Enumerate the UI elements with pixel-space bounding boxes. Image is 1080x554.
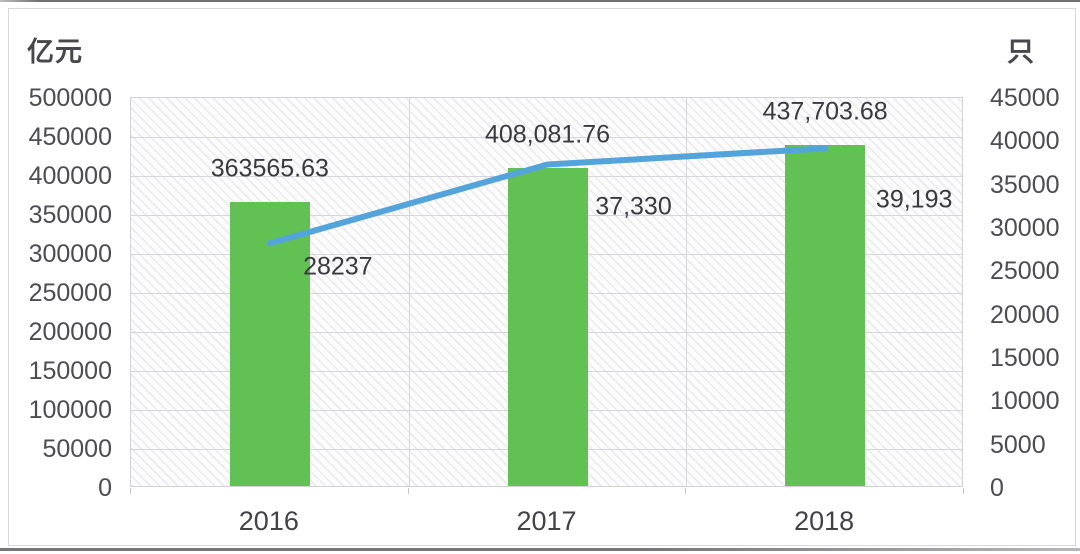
right-axis-tick-label: 40000 — [990, 127, 1060, 156]
left-axis-tick-label: 350000 — [28, 201, 112, 229]
gridline-horizontal — [131, 137, 962, 138]
left-axis-tick-label: 50000 — [42, 435, 112, 463]
right-axis-tick-label: 15000 — [990, 344, 1060, 372]
right-axis-tick-label: 5000 — [990, 430, 1046, 459]
screen-bottom-edge-line — [0, 548, 1080, 551]
bar-2018 — [785, 144, 866, 486]
left-axis-tick-label: 250000 — [28, 279, 112, 307]
bar-value-label: 363565.63 — [210, 154, 329, 183]
left-axis-tick-label: 150000 — [28, 357, 112, 385]
gridline-vertical — [686, 98, 688, 486]
left-axis-tick-label: 200000 — [28, 318, 112, 346]
right-axis-tick-label: 25000 — [990, 257, 1060, 286]
x-axis-label-2016: 2016 — [238, 506, 299, 536]
right-axis-tick-label: 45000 — [990, 84, 1060, 112]
line-value-label: 39,193 — [875, 185, 953, 214]
right-axis-tick-label: 20000 — [990, 300, 1060, 329]
bar-value-label: 408,081.76 — [484, 120, 611, 149]
x-axis-label-2017: 2017 — [516, 506, 577, 536]
line-value-label: 28237 — [303, 252, 373, 281]
left-axis-tick-label: 100000 — [28, 396, 112, 424]
plot-area: 363565.63 408,081.76 437,703.68 28237 37,330… — [130, 97, 963, 487]
right-axis-tick-label: 10000 — [990, 387, 1060, 416]
gridline-vertical — [408, 98, 410, 486]
x-axis-tick-mark — [130, 488, 131, 494]
bar-value-label: 437,703.68 — [762, 97, 888, 126]
left-axis-unit-label: 亿元 — [27, 37, 83, 67]
right-axis-tick-label: 30000 — [990, 214, 1060, 242]
x-axis-tick-mark — [407, 488, 409, 494]
x-axis-tick-mark — [685, 488, 687, 494]
left-axis-tick-label: 300000 — [28, 240, 112, 268]
right-axis-tick-label: 35000 — [990, 170, 1060, 199]
bar-2016 — [229, 202, 310, 486]
right-axis-tick-label: 0 — [990, 474, 1004, 502]
left-axis-tick-label: 0 — [98, 474, 112, 502]
left-axis-tick-label: 450000 — [28, 123, 112, 151]
left-axis-tick-label: 400000 — [28, 162, 112, 190]
line-value-label: 37,330 — [595, 192, 672, 221]
line-series-path — [266, 145, 829, 247]
x-axis-label-2018: 2018 — [794, 506, 855, 536]
right-axis-unit-label: 只 — [1007, 37, 1035, 67]
left-axis-tick-label: 500000 — [28, 84, 112, 112]
bar-2017 — [507, 167, 588, 486]
screen-top-edge-line — [0, 0, 1080, 2]
x-axis-tick-mark — [963, 488, 964, 494]
